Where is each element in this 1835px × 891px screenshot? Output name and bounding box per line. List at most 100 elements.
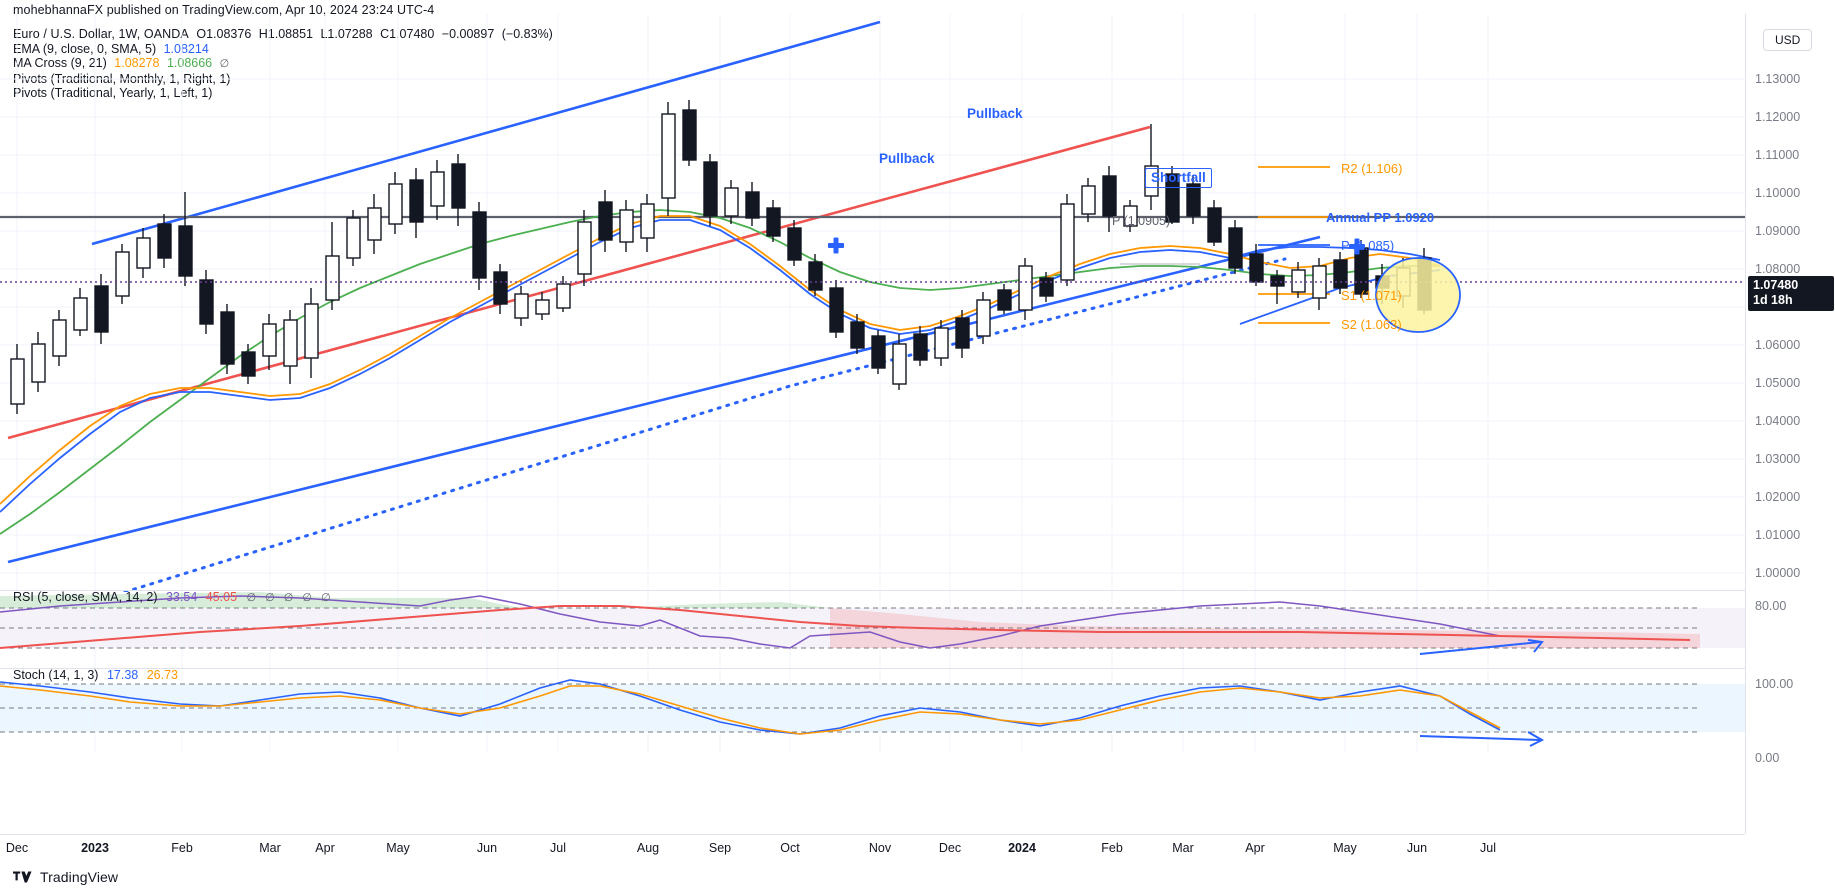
legend-high: H1.08851 <box>258 27 313 41</box>
pivot-lines <box>1258 166 1330 324</box>
candle <box>1207 200 1222 246</box>
candle <box>535 292 550 320</box>
candle <box>430 160 445 220</box>
legend-macross-label: MA Cross (9, 21) <box>13 56 107 71</box>
candle <box>220 304 235 374</box>
candle <box>724 180 739 224</box>
stoch-pane-legend[interactable]: Stoch (14, 1, 3) 17.38 26.73 <box>13 668 178 682</box>
legend-macross-value2: 1.08666 <box>166 56 213 71</box>
candle <box>577 210 592 286</box>
price-gridlines-horizontal <box>0 78 1745 574</box>
time-tick: Jul <box>550 841 566 855</box>
price-pane[interactable]: Pullback Pullback Shortfall P (1.0905) R… <box>0 14 1745 592</box>
annotation-pullback-2[interactable]: Pullback <box>967 106 1023 121</box>
candle <box>1144 124 1159 210</box>
candle <box>1228 220 1243 274</box>
highlight-ellipse <box>1375 257 1461 333</box>
candle <box>409 168 424 238</box>
time-tick: Nov <box>868 841 892 855</box>
annotation-shortfall[interactable]: Shortfall <box>1145 168 1212 188</box>
candle <box>556 276 571 312</box>
legend-symbol-name[interactable]: Euro / U.S. Dollar, 1W, OANDA <box>13 27 189 41</box>
candle <box>304 288 319 378</box>
candle <box>115 244 130 304</box>
inline-pivot-label: P (1.0905) <box>1112 214 1171 228</box>
stoch-label: Stoch (14, 1, 3) <box>13 668 99 682</box>
candle <box>1018 258 1033 320</box>
ma-21-green <box>0 209 1440 535</box>
rsi-pane[interactable]: RSI (5, close, SMA, 14, 2) 33.54 45.05 ∅… <box>0 590 1745 670</box>
time-tick: Dec <box>938 841 962 855</box>
currency-badge[interactable]: USD <box>1763 29 1813 51</box>
tradingview-logo-icon <box>13 871 32 883</box>
candle <box>52 310 67 366</box>
time-tick: Jun <box>1406 841 1428 855</box>
legend-macross-value3: ∅ <box>219 58 230 71</box>
dotted-support-line <box>123 257 1287 592</box>
price-tick: 1.13000 <box>1755 72 1801 86</box>
candle <box>388 172 403 234</box>
tradingview-brand-label: TradingView <box>40 869 119 885</box>
current-price-badge[interactable]: 1.07480 1d 18h <box>1748 276 1834 311</box>
time-tick: Feb <box>171 841 193 855</box>
time-tick: May <box>386 841 410 855</box>
candle <box>136 228 151 278</box>
legend-change-percent: (−0.83%) <box>501 27 553 41</box>
ma-9-orange <box>0 215 1441 505</box>
legend-symbol-row[interactable]: Euro / U.S. Dollar, 1W, OANDA O1.08376 H… <box>13 27 553 42</box>
pane-divider-stoch <box>0 668 1745 669</box>
legend-close: C1.07480 <box>380 27 435 41</box>
price-tick: 1.08000 <box>1755 262 1801 276</box>
candle <box>934 320 949 366</box>
price-tick: 1.02000 <box>1755 490 1801 504</box>
pane-divider-rsi <box>0 590 1745 591</box>
rsi-line-purple <box>0 595 1501 649</box>
candle <box>598 190 613 252</box>
legend-low: L1.07288 <box>320 27 373 41</box>
annotation-pullback-1[interactable]: Pullback <box>879 151 935 166</box>
time-tick: Sep <box>708 841 732 855</box>
stoch-level-lines <box>0 683 1700 733</box>
price-axis[interactable]: USD 1.13000 1.12000 1.11000 1.10000 1.09… <box>1745 14 1835 834</box>
price-tick: 1.03000 <box>1755 452 1801 466</box>
time-tick-year: 2024 <box>1008 841 1036 855</box>
candle <box>871 330 886 374</box>
candle <box>1312 258 1327 310</box>
candle <box>1270 270 1285 304</box>
pivot-label-p: P (1.085) <box>1341 238 1395 253</box>
current-price-value: 1.07480 <box>1753 278 1799 292</box>
rsi-label: RSI (5, close, SMA, 14, 2) <box>13 590 158 604</box>
time-tick: Jun <box>476 841 498 855</box>
pivot-label-annual-pp: Annual PP 1.0920 <box>1326 210 1435 225</box>
price-tick: 1.06000 <box>1755 338 1801 352</box>
legend-ema-row[interactable]: EMA (9, close, 0, SMA, 5) 1.08214 <box>13 42 553 57</box>
bar-countdown: 1d 18h <box>1753 293 1793 307</box>
rsi-divergence-arrow <box>1419 639 1544 655</box>
candle <box>1186 176 1201 224</box>
candle <box>472 202 487 290</box>
legend-ema-value: 1.08214 <box>163 41 209 56</box>
time-tick: Mar <box>259 841 281 855</box>
legend-change: −0.00897 <box>441 27 495 41</box>
legend-macross-row[interactable]: MA Cross (9, 21) 1.08278 1.08666 ∅ <box>13 56 553 72</box>
publisher-line: mohebhannaFX published on TradingView.co… <box>13 3 435 17</box>
price-tick: 1.01000 <box>1755 528 1801 542</box>
time-tick: Feb <box>1101 841 1123 855</box>
rsi-pane-legend[interactable]: RSI (5, close, SMA, 14, 2) 33.54 45.05 ∅… <box>13 590 334 604</box>
candlestick-series <box>10 100 1432 414</box>
time-tick: Oct <box>780 841 800 855</box>
rsi-value-2: 45.05 <box>205 590 238 604</box>
legend-pivots-yearly-row[interactable]: Pivots (Traditional, Yearly, 1, Left, 1) <box>13 86 213 101</box>
stoch-pane[interactable]: Stoch (14, 1, 3) 17.38 26.73 <box>0 668 1745 752</box>
tradingview-footer[interactable]: TradingView <box>13 869 118 885</box>
ema-9-blue <box>0 219 1441 513</box>
legend-ema-label: EMA (9, close, 0, SMA, 5) <box>13 41 157 56</box>
candle <box>199 270 214 334</box>
candle <box>262 314 277 370</box>
candle <box>73 288 88 336</box>
candle <box>1102 166 1117 232</box>
candle <box>787 220 802 266</box>
stoch-value-2: 26.73 <box>146 668 178 682</box>
price-tick: 1.11000 <box>1755 148 1800 162</box>
time-axis[interactable]: Dec 2023 Feb Mar Apr May Jun Jul Aug Sep… <box>0 834 1745 860</box>
